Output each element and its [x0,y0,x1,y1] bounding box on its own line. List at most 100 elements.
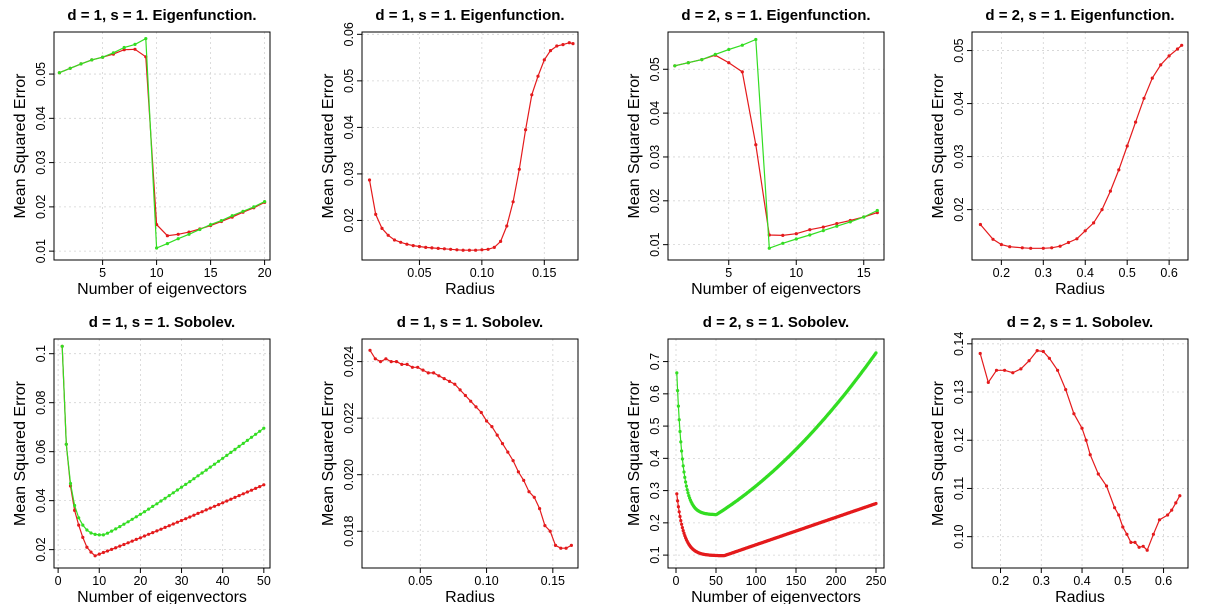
data-point [241,209,245,213]
x-tick-label: 30 [175,574,189,588]
data-point [212,462,217,466]
data-point [678,514,682,519]
data-point [1137,545,1141,549]
data-point [118,525,122,529]
data-point [686,491,690,495]
series-line-red [979,44,1183,249]
data-point [532,495,536,499]
x-tick-label: 20 [258,266,272,280]
y-tick-label: 0.01 [648,232,662,256]
x-axis-label: Radius [1055,589,1105,604]
y-axis-label: Mean Squared Error [12,380,29,526]
data-point [85,528,89,532]
data-point [511,459,515,463]
data-point [675,371,679,375]
data-point [1117,513,1121,517]
data-point [171,491,175,495]
data-point [794,237,798,241]
data-point [90,58,94,62]
data-point [1011,371,1015,375]
y-tick-label: 0.04 [952,91,966,115]
chart-title: d = 1, s = 1. Sobolev. [89,314,235,331]
data-point [81,535,85,540]
y-tick-label: 0.06 [342,22,356,46]
y-tick-label: 0.14 [952,332,966,356]
data-point [159,499,163,503]
y-tick-label: 0.02 [342,208,356,232]
data-point [254,432,258,436]
chart-panel-6: 0.05 0.10 0.15 0.018 0.020 0.022 0.024 d = 1, s… [320,314,579,604]
data-point [110,529,114,533]
data-point [155,246,159,250]
data-point [458,388,462,392]
y-tick-label: 0.4 [648,450,662,467]
data-point [1056,368,1060,372]
data-point [1020,246,1024,250]
data-point [176,232,180,236]
plot-frame [53,338,271,569]
data-point [1141,544,1145,548]
x-tick-label: 0.5 [1118,266,1135,280]
chart-title: d = 2, s = 1. Sobolev. [703,314,849,331]
y-tick-label: 0.08 [34,390,48,414]
y-tick-label: 0.02 [34,537,48,561]
data-point [374,212,378,216]
plot-frame [53,31,271,261]
data-point [449,247,453,251]
y-tick-label: 0.05 [34,62,48,86]
data-point [410,365,414,369]
data-point [675,492,679,496]
y-tick-label: 0.02 [952,197,966,221]
data-point [147,532,151,536]
data-point [681,529,685,533]
data-point [230,214,234,218]
x-tick-label: 0.05 [408,574,432,588]
data-point [411,244,415,248]
data-point [175,488,179,492]
data-point [68,481,73,486]
y-axis-label: Mean Squared Error [12,73,29,219]
data-point [130,539,134,543]
data-point [392,238,397,242]
y-axis-label: Mean Squared Error [626,380,643,526]
x-axis-label: Number of eigenvectors [691,281,861,298]
data-point [142,534,147,538]
data-point [386,233,390,237]
data-point [680,457,685,461]
data-point [986,380,990,384]
chart-panel-3: 5 10 15 0.01 0.02 0.03 0.04 0.05 d = 2, s = 1. E… [626,7,885,298]
y-tick-label: 0.03 [34,150,48,174]
data-point [241,492,245,496]
series-line-red [369,349,572,549]
chart-title: d = 1, s = 1. Sobolev. [397,314,543,331]
data-point [101,550,105,555]
series-line-red [674,54,878,237]
data-point [848,220,852,224]
y-tick-label: 0.03 [952,144,966,168]
data-point [138,536,142,540]
data-point [683,475,687,479]
data-point [1035,349,1039,353]
x-tick-label: 10 [150,266,164,280]
data-point [134,515,138,519]
x-tick-label: 0.10 [474,574,498,588]
data-point [874,351,878,355]
data-point [221,456,225,460]
data-point [416,365,420,369]
data-point [516,470,521,474]
data-point [437,374,441,378]
data-point [421,368,425,372]
data-point [399,240,403,244]
data-point [229,450,233,454]
data-point [225,499,229,503]
x-tick-label: 15 [204,266,218,280]
data-point [426,371,430,375]
data-point [217,503,221,507]
series-line-red [368,42,574,251]
data-point [68,66,72,70]
data-point [77,516,81,520]
y-tick-label: 0.024 [342,346,356,377]
data-point [208,506,212,510]
data-point [212,504,217,508]
data-point [114,527,118,531]
